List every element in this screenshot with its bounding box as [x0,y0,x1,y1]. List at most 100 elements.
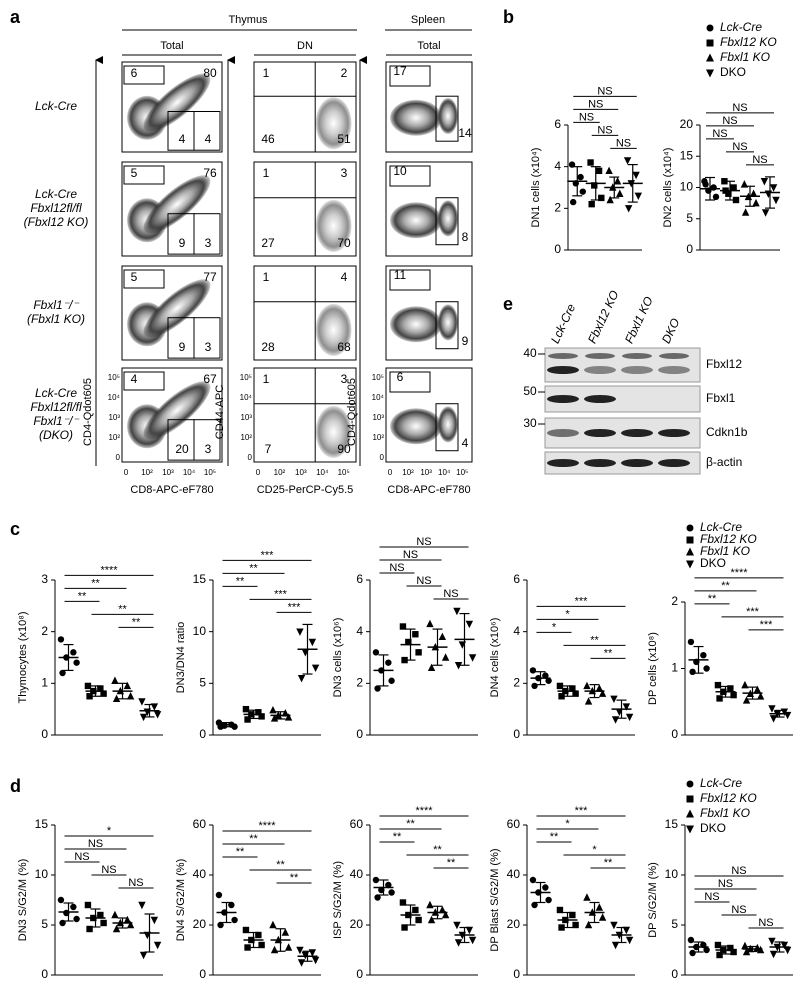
gate [193,419,221,461]
x-tick-label: 10² [141,468,153,477]
significance-label: NS [128,877,143,889]
dot [296,628,304,636]
panel-letter: e [503,294,513,314]
gate-percent: 14 [458,126,472,140]
gate [435,403,459,452]
dot [111,910,119,919]
dot [613,177,622,185]
dot [228,901,235,909]
gate-percent: 6 [397,370,404,384]
dot [772,196,780,205]
dot [760,178,769,186]
significance-label: ** [249,562,258,574]
dot [764,190,773,198]
dot [556,682,564,690]
y-tick-label: 0 [671,727,678,741]
dot [465,926,474,935]
dot [703,665,710,672]
density [438,406,458,443]
significance-label: ** [118,603,127,615]
significance-label: NS [101,864,116,876]
x-tick-label: 10⁴ [183,468,196,477]
significance-label: * [565,818,570,830]
dot [139,951,148,960]
y-tick-label: 10⁵ [240,373,252,382]
gate [123,165,165,185]
significance-label: * [552,621,557,633]
density [143,279,211,338]
dot [769,950,778,959]
dot [385,659,392,666]
y-axis-label: DN3/DN4 ratio [175,622,187,694]
y-tick-label: 20 [193,917,207,931]
gate-percent: 77 [203,270,217,284]
significance-label: NS [704,891,719,903]
dot [716,951,723,959]
significance-label: ** [590,634,599,646]
significance-label: NS [731,865,746,877]
dot [769,715,778,723]
dot [605,166,613,175]
legend-label: DKO [720,65,746,79]
dot [714,681,722,689]
y-tick-label: 0 [116,453,121,462]
genotype-label: Lck-Cre [35,386,77,400]
dot [73,915,80,923]
protein-label: Fbxl12 [706,357,742,371]
panel-letter: c [10,519,20,539]
dot [584,920,593,929]
y-tick-label: 60 [507,817,521,831]
significance-label: NS [758,917,773,929]
y-tick-label: 60 [193,817,207,831]
dot [780,941,789,950]
dot [716,695,723,702]
x-tick-label: 10³ [295,468,307,477]
dot [634,192,642,201]
y-tick-label: 40 [507,867,521,881]
quadrant-percent: 70 [337,236,351,250]
quadrant-percent: 3 [341,166,348,180]
legend-marker [686,524,694,532]
dot [529,876,537,884]
significance-label: ** [604,647,613,659]
y-tick-label: 1 [671,661,678,675]
gate [435,197,459,246]
dot [783,946,792,955]
y-tick-label: 10⁴ [372,393,385,402]
panel-letter: d [10,776,21,796]
tissue-label: Spleen [411,14,445,26]
dot [412,906,419,914]
quadrant-percent: 3 [341,372,348,386]
band [548,353,578,359]
dot [112,694,121,703]
gate-percent: 80 [203,66,217,80]
significance-label: ** [290,872,299,884]
quadrant-percent: 51 [337,132,351,146]
dot [752,198,760,207]
density [315,199,352,252]
dot [297,674,306,683]
dot [281,928,290,936]
significance-label: NS [732,141,747,153]
dot [374,894,381,901]
legend-label: DKO [700,556,726,570]
gate-percent: 20 [175,442,189,456]
gate-percent: 9 [462,334,469,348]
genotype-label: Lck-Cre [35,187,77,201]
dot [123,681,132,690]
dot [100,690,107,697]
y-tick-label: 10² [372,433,384,442]
y-axis-label: CD44-APC [214,385,226,439]
y-tick-label: 15 [193,572,207,586]
x-tick-label: 10² [402,468,414,477]
dot [438,905,447,914]
y-tick-label: 0 [41,967,48,981]
dot [57,636,65,643]
gate [389,269,431,291]
significance-label: ** [236,846,245,858]
significance-label: NS [443,588,458,600]
dot [742,947,751,956]
dot [150,703,159,711]
dot [255,709,262,716]
dot [427,663,436,672]
